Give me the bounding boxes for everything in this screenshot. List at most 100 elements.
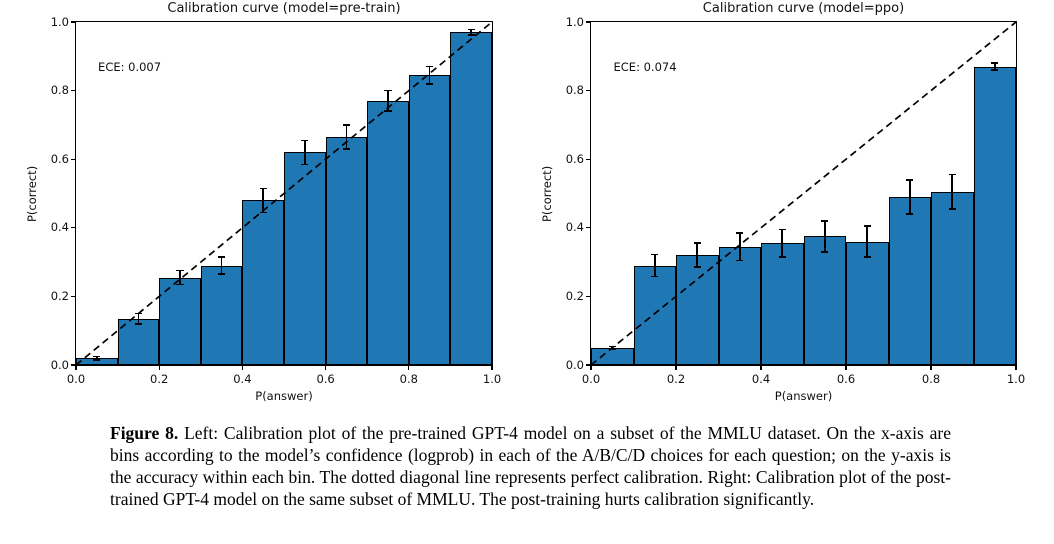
error-bar (426, 65, 434, 68)
chart-title-ppo: Calibration curve (model=ppo) (702, 1, 905, 16)
y-tick-label: 0.6 (50, 151, 69, 166)
figure-caption-text: Left: Calibration plot of the pre-traine… (110, 423, 951, 510)
x-tick-mark (930, 366, 932, 371)
error-bar (467, 28, 475, 31)
x-tick-mark (241, 366, 243, 371)
calibration-bar (803, 236, 846, 365)
calibration-bar (676, 255, 719, 365)
calibration-bar (117, 318, 160, 365)
error-bar (134, 312, 142, 315)
error-bar (259, 211, 267, 214)
x-tick-mark (1015, 366, 1017, 371)
error-bar (863, 256, 871, 258)
x-tick-mark (491, 366, 493, 371)
error-bar (866, 226, 869, 257)
error-bar (906, 178, 914, 181)
x-tick-mark (675, 366, 677, 371)
error-bar (653, 254, 656, 277)
y-tick-label: 0.4 (565, 220, 584, 235)
y-tick-mark (585, 158, 590, 160)
calibration-bar (718, 246, 761, 365)
calibration-bar (159, 277, 201, 365)
error-bar (693, 266, 701, 269)
x-tick-mark (75, 366, 77, 371)
y-tick-label: 0.8 (565, 83, 584, 98)
y-tick-label: 1.0 (50, 14, 69, 29)
calibration-bar (200, 265, 243, 365)
x-tick-label: 0.4 (233, 372, 252, 386)
error-bar (179, 270, 181, 285)
error-bar (218, 256, 226, 258)
x-tick-label: 0.0 (66, 372, 86, 386)
x-tick-mark (158, 366, 160, 371)
error-bar (651, 253, 659, 256)
x-tick-label: 0.6 (836, 372, 856, 386)
error-bar (821, 220, 829, 222)
y-tick-mark (70, 364, 75, 366)
calibration-bar (931, 191, 974, 365)
error-bar (781, 229, 784, 257)
error-bar (220, 256, 223, 275)
error-bar (426, 82, 434, 85)
x-tick-label: 0.4 (751, 372, 771, 386)
y-tick-label: 0.8 (50, 83, 69, 98)
error-bar (387, 90, 389, 112)
x-tick-label: 0.8 (399, 372, 418, 386)
figure-caption: Figure 8. Left: Calibration plot of the … (110, 422, 951, 510)
error-bar (345, 124, 348, 149)
error-bar (991, 62, 999, 64)
error-bar (778, 228, 786, 231)
chart-title-pretrain: Calibration curve (model=pre-train) (167, 1, 401, 16)
calibration-bar (325, 136, 368, 365)
y-tick-label: 0.4 (50, 220, 69, 235)
error-bar (304, 140, 306, 165)
x-tick-label: 0.2 (666, 372, 686, 386)
x-tick-label: 0.2 (150, 372, 169, 386)
error-bar (428, 66, 431, 84)
error-bar (262, 188, 264, 213)
ece-annotation-ppo: ECE: 0.074 (613, 59, 677, 74)
error-bar (301, 163, 309, 166)
y-tick-label: 0.0 (50, 357, 69, 372)
y-tick-label: 0.2 (50, 288, 69, 303)
error-bar (991, 69, 999, 71)
error-bar (823, 220, 826, 252)
x-tick-label: 1.0 (1006, 372, 1026, 386)
error-bar (93, 355, 101, 358)
x-tick-mark (845, 366, 847, 371)
calibration-chart-ppo: Calibration curve (model=ppo) P(correct)… (527, 0, 1054, 412)
error-bar (93, 359, 101, 361)
y-tick-mark (70, 21, 75, 23)
error-bar (693, 242, 701, 245)
plot-area-ppo: ECE: 0.074 0.0 0.2 0.4 0.6 0.8 1.0 0.0 0.2 0.4 0.… (566, 15, 1025, 387)
y-tick-label: 0.0 (565, 357, 584, 372)
y-tick-mark (70, 227, 75, 229)
y-tick-mark (70, 90, 75, 92)
y-axis-label: P(correct) (25, 165, 39, 222)
error-bar (738, 232, 741, 261)
calibration-bar (973, 66, 1016, 365)
calibration-bar (367, 100, 409, 365)
x-axis-label: P(answer) (255, 389, 313, 403)
error-bar (951, 174, 954, 209)
error-bar (176, 283, 184, 286)
plot-area-pretrain: ECE: 0.007 0.0 0.2 0.4 0.6 0.8 1.0 0.0 0.2 0.4 0.… (51, 15, 501, 387)
error-bar (863, 225, 871, 227)
y-tick-mark (585, 227, 590, 229)
y-tick-mark (585, 21, 590, 23)
error-bar (134, 323, 142, 325)
x-axis-label: P(answer) (774, 389, 833, 403)
ece-annotation-pretrain: ECE: 0.007 (98, 59, 162, 74)
x-tick-mark (325, 366, 327, 371)
y-tick-label: 0.6 (565, 151, 584, 166)
error-bar (301, 139, 309, 142)
error-bar (384, 89, 392, 92)
error-bar (906, 213, 914, 215)
error-bar (736, 232, 744, 234)
calibration-bar (242, 200, 284, 365)
y-tick-label: 0.2 (565, 288, 584, 303)
x-tick-mark (760, 366, 762, 371)
error-bar (948, 208, 956, 210)
x-tick-mark (408, 366, 410, 371)
error-bar (176, 269, 184, 272)
